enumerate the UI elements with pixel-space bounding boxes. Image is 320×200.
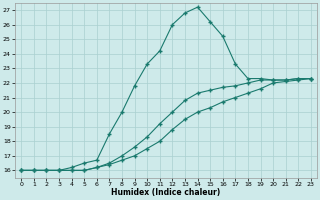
X-axis label: Humidex (Indice chaleur): Humidex (Indice chaleur) xyxy=(111,188,221,197)
